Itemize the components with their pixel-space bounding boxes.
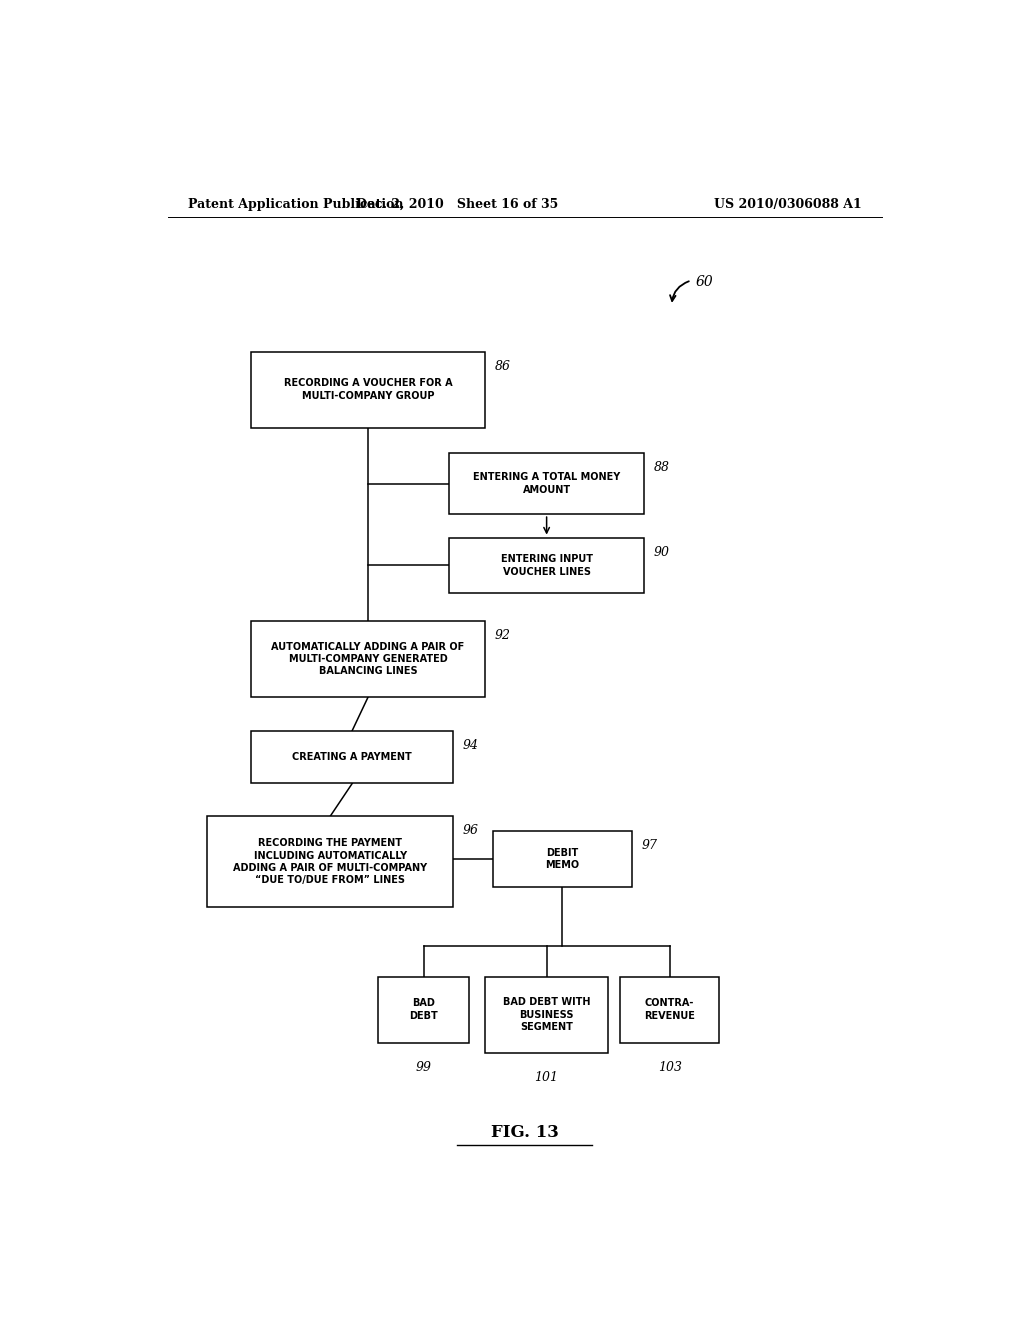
Text: 103: 103 — [657, 1061, 682, 1074]
Text: RECORDING A VOUCHER FOR A
MULTI-COMPANY GROUP: RECORDING A VOUCHER FOR A MULTI-COMPANY … — [284, 379, 453, 401]
Text: 101: 101 — [535, 1071, 559, 1084]
Text: 92: 92 — [495, 630, 511, 642]
Text: 96: 96 — [463, 824, 479, 837]
Text: ENTERING INPUT
VOUCHER LINES: ENTERING INPUT VOUCHER LINES — [501, 554, 593, 577]
Bar — [207, 816, 454, 907]
Bar — [251, 351, 485, 428]
Text: CREATING A PAYMENT: CREATING A PAYMENT — [292, 752, 412, 762]
Bar — [494, 832, 632, 887]
Text: 86: 86 — [495, 359, 511, 372]
Text: RECORDING THE PAYMENT
INCLUDING AUTOMATICALLY
ADDING A PAIR OF MULTI-COMPANY
“DU: RECORDING THE PAYMENT INCLUDING AUTOMATI… — [233, 838, 427, 886]
Text: 90: 90 — [653, 545, 670, 558]
Bar — [450, 537, 644, 594]
Bar — [485, 977, 608, 1053]
Text: AUTOMATICALLY ADDING A PAIR OF
MULTI-COMPANY GENERATED
BALANCING LINES: AUTOMATICALLY ADDING A PAIR OF MULTI-COM… — [271, 642, 465, 676]
Text: 94: 94 — [463, 739, 479, 752]
Text: 99: 99 — [416, 1061, 432, 1074]
Bar — [251, 731, 454, 784]
Text: DEBIT
MEMO: DEBIT MEMO — [546, 847, 580, 870]
Text: 60: 60 — [695, 276, 713, 289]
Text: 88: 88 — [653, 461, 670, 474]
Text: FIG. 13: FIG. 13 — [490, 1123, 559, 1140]
Text: CONTRA-
REVENUE: CONTRA- REVENUE — [644, 998, 695, 1020]
Bar — [378, 977, 469, 1043]
Bar — [251, 620, 485, 697]
Bar — [450, 453, 644, 515]
Text: 97: 97 — [641, 840, 657, 853]
Text: BAD
DEBT: BAD DEBT — [410, 998, 438, 1020]
Bar — [620, 977, 719, 1043]
Text: Dec. 2, 2010   Sheet 16 of 35: Dec. 2, 2010 Sheet 16 of 35 — [356, 198, 558, 211]
Text: ENTERING A TOTAL MONEY
AMOUNT: ENTERING A TOTAL MONEY AMOUNT — [473, 473, 621, 495]
Text: US 2010/0306088 A1: US 2010/0306088 A1 — [715, 198, 862, 211]
Text: Patent Application Publication: Patent Application Publication — [187, 198, 403, 211]
Text: BAD DEBT WITH
BUSINESS
SEGMENT: BAD DEBT WITH BUSINESS SEGMENT — [503, 998, 591, 1032]
